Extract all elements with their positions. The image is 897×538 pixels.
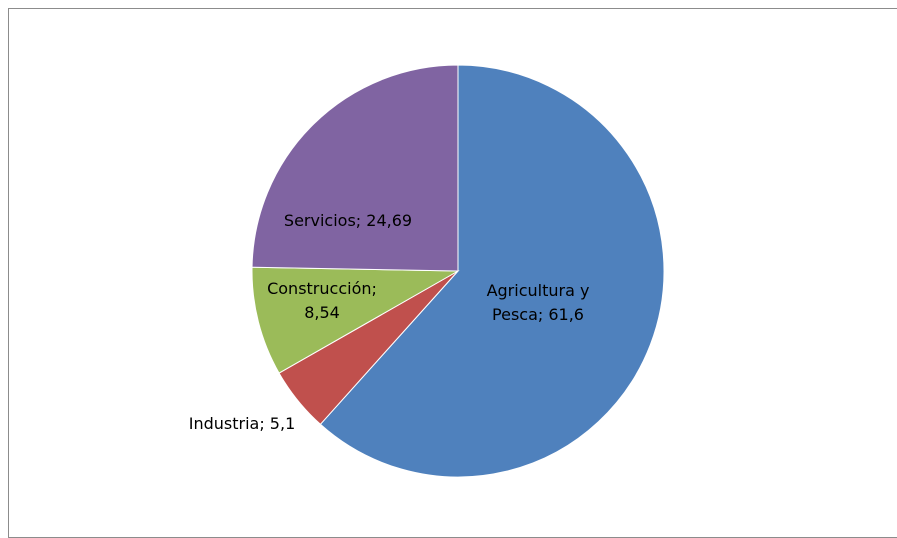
pie-slices — [251, 64, 665, 478]
data-label-agricultura-y-pesca: Agricultura y Pesca; 61,6 — [487, 281, 590, 324]
pie-labels: Agricultura y Pesca; 61,6 Industria; 5,1 Co… — [189, 211, 590, 433]
data-label-servicios: Servicios; 24,69 — [284, 211, 412, 230]
data-label-construcci-n: Construcción; 8,54 — [267, 279, 377, 322]
pie-slice-construcci-n — [251, 266, 460, 374]
data-label-industria: Industria; 5,1 — [189, 414, 296, 433]
pie-slice-agricultura-y-pesca — [319, 64, 665, 478]
pie-slice-servicios — [251, 64, 459, 272]
